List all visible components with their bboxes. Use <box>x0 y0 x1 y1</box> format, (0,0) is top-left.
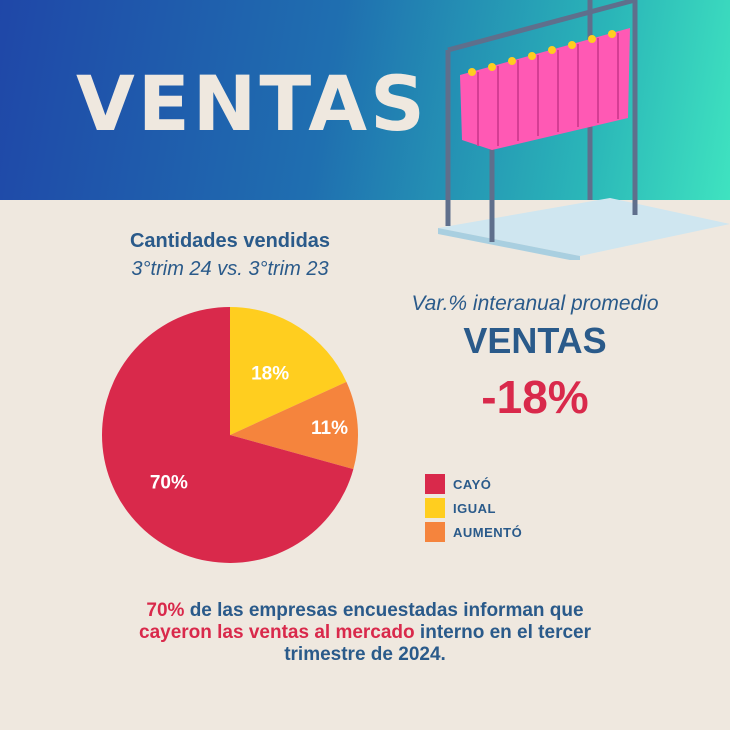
legend-swatch <box>425 498 445 518</box>
summary-line-1: 70% de las empresas encuestadas informan… <box>70 600 660 622</box>
pie-label-igual: 18% <box>251 364 289 385</box>
summary-line-3: trimestre de 2024. <box>284 644 446 665</box>
summary-line-2: cayeron las ventas al mercado interno en… <box>70 622 660 644</box>
stat-value: -18% <box>481 371 589 423</box>
stat-title: VENTAS <box>463 320 607 361</box>
legend-swatch <box>425 474 445 494</box>
summary-highlight-phrase: cayeron las ventas al mercado <box>139 622 415 643</box>
page-title: VENTAS <box>76 59 428 148</box>
clothing-rack-illustration <box>438 0 730 260</box>
pie-slice-aumento <box>230 381 358 470</box>
chart-subtitle: 3°trim 24 vs. 3°trim 23 <box>131 258 329 280</box>
summary-text-part: de las empresas encuestadas informan que <box>184 600 584 621</box>
chart-title: Cantidades vendidas <box>129 230 331 252</box>
pie-slice-cayo <box>102 307 354 563</box>
legend-label: CAYÓ <box>453 476 492 492</box>
pie-label-aumento: 11% <box>311 418 348 439</box>
summary-text-part: interno en el tercer <box>414 622 591 643</box>
summary-highlight-percent: 70% <box>146 600 185 621</box>
legend-item-igual: IGUAL <box>425 496 522 520</box>
pie-slice-igual <box>230 307 347 435</box>
chart-legend: CAYÓ IGUAL AUMENTÓ <box>425 472 522 544</box>
stat-label: Var.% interanual promedio <box>411 292 659 315</box>
legend-swatch <box>425 522 445 542</box>
pie-label-cayo: 70% <box>150 473 188 494</box>
legend-label: AUMENTÓ <box>453 524 523 540</box>
legend-label: IGUAL <box>453 500 496 516</box>
pie-chart: 18% 11% 70% <box>102 307 358 563</box>
legend-item-cayo: CAYÓ <box>425 472 522 496</box>
legend-item-aumento: AUMENTÓ <box>425 520 522 544</box>
summary-text: 70% de las empresas encuestadas informan… <box>70 600 660 666</box>
